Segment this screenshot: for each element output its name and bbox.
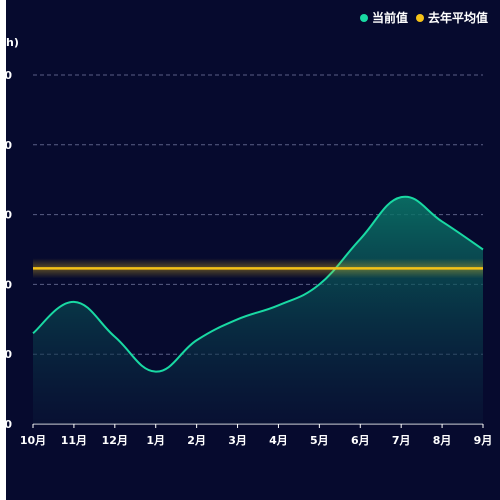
x-tick-labels: 10月 11月 12月 1月 2月 3月 4月 5月 6月 7月 8月 9月 [20,424,492,447]
x-tick-label: 5月 [310,434,329,447]
y-tick-label: 0 [4,139,12,152]
x-tick-label: 9月 [474,434,493,447]
y-tick-labels: 0 0 0 0 0 0 [4,69,12,431]
legend-item-average[interactable]: 去年平均值 [415,9,488,26]
legend-label-average: 去年平均值 [427,11,488,25]
left-edge-strip [0,0,6,500]
y-tick-label: 0 [4,209,12,222]
x-tick-label: 7月 [392,434,411,447]
y-tick-label: 0 [4,348,12,361]
x-tick-label: 3月 [228,434,247,447]
x-tick-label: 12月 [102,434,128,447]
x-tick-label: 2月 [187,434,206,447]
y-tick-label: 0 [4,418,12,431]
x-tick-label: 4月 [269,434,288,447]
legend-item-current[interactable]: 当前值 [359,9,408,26]
x-tick-label: 8月 [433,434,452,447]
x-tick-label: 10月 [20,434,46,447]
x-tick-label: 1月 [146,434,165,447]
legend-dot-current [359,13,368,22]
series-line-current [32,195,484,373]
legend: 当前值 去年平均值 [352,9,488,26]
y-tick-label: 0 [4,69,12,82]
series-layer [32,195,484,424]
y-axis-label: h) [6,36,19,49]
series-area-current [33,196,483,424]
x-tick-label: 11月 [61,434,87,447]
x-tick-label: 6月 [351,434,370,447]
legend-dot-average [415,13,424,22]
legend-label-current: 当前值 [371,11,408,25]
y-tick-label: 0 [4,278,12,291]
